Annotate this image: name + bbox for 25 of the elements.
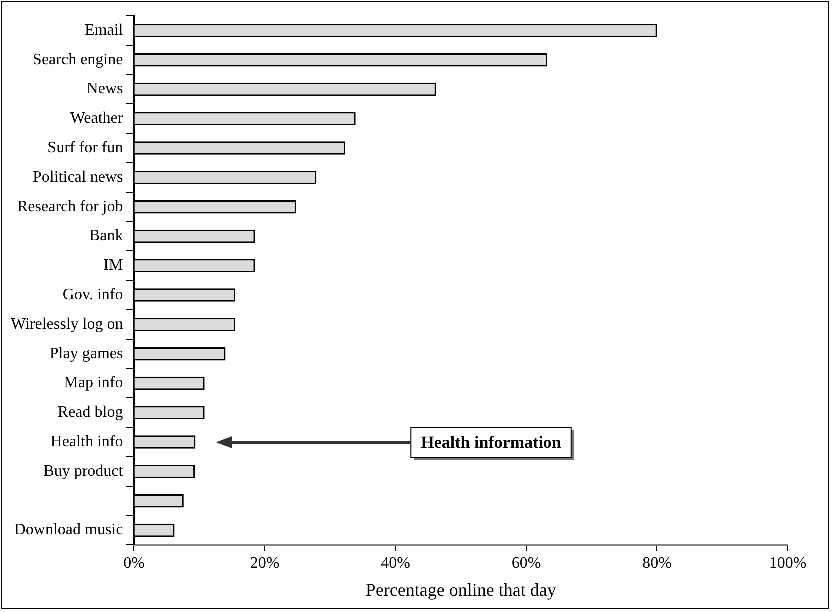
y-tick-label: Play games bbox=[50, 345, 124, 362]
y-tick-label: Health info bbox=[50, 434, 124, 451]
y-tick-label: Buy product bbox=[44, 462, 124, 480]
y-tick-label: Political news bbox=[33, 168, 124, 186]
x-tick-label: 80% bbox=[642, 555, 672, 572]
y-tick-label: News bbox=[86, 80, 124, 98]
y-tick-label: Download music bbox=[14, 522, 124, 539]
x-tick-label: 20% bbox=[250, 555, 280, 572]
y-tick-label: IM bbox=[104, 257, 124, 274]
x-axis-title: Percentage online that day bbox=[366, 580, 556, 600]
x-tick-label: 0% bbox=[124, 555, 145, 572]
y-tick-label: Email bbox=[85, 22, 124, 39]
y-tick-label: Wirelessly log on bbox=[10, 316, 124, 333]
y-tick-label: Research for job bbox=[17, 198, 124, 216]
y-tick-label: Surf for fun bbox=[48, 140, 124, 157]
x-tick-label: 40% bbox=[381, 555, 410, 572]
annotation: Health information bbox=[421, 432, 562, 452]
x-tick-label: 60% bbox=[512, 555, 542, 572]
y-tick-label: Read blog bbox=[58, 404, 124, 422]
y-tick-label: Gov. info bbox=[62, 286, 124, 304]
x-tick-label: 100% bbox=[769, 555, 807, 572]
y-tick-label: Search engine bbox=[33, 51, 124, 68]
y-tick-label: Bank bbox=[89, 228, 124, 245]
y-tick-label: Map info bbox=[64, 374, 124, 392]
y-tick-label: Weather bbox=[70, 110, 124, 128]
